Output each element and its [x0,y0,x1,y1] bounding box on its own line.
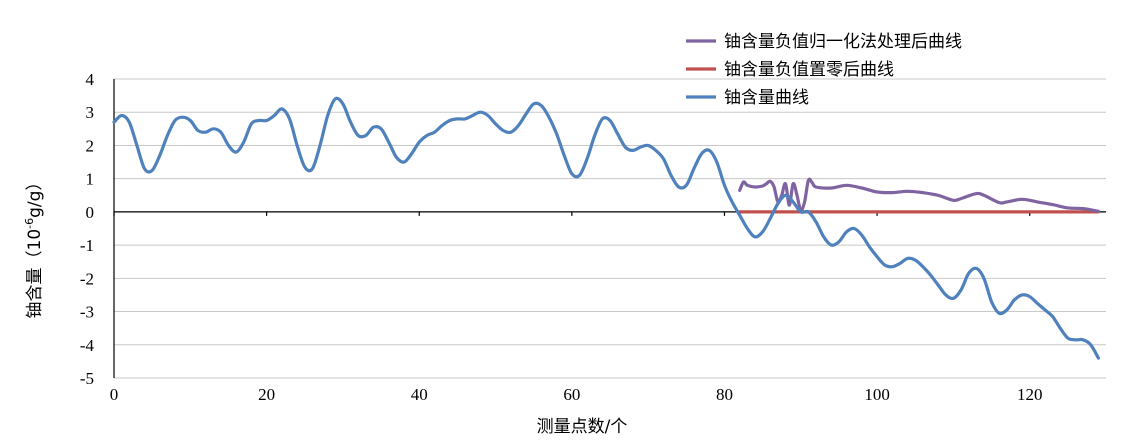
legend-label-0: 铀含量负值归一化法处理后曲线 [724,32,962,52]
x-tick-label: 100 [864,385,890,404]
x-tick-label: 20 [258,385,275,404]
grid-layer [114,78,1106,379]
y-tick-label: 3 [86,103,95,122]
x-tick-label: 80 [716,385,733,404]
y-tick-label: -2 [80,269,94,288]
x-axis-title: 测量点数/个 [537,417,628,437]
y-tick-label: 4 [86,70,95,89]
x-tick-label: 120 [1017,385,1043,404]
y-tick-label: 0 [86,203,95,222]
y-axis-title-unit: g/g） [25,174,45,218]
x-tick-label: 40 [411,385,428,404]
series-layer [112,96,1100,360]
ticks-layer: 4 3 2 1 0 -1 -2 -3 -4 -5 0 20 40 60 80 100 120 [80,70,1043,404]
y-tick-label: -1 [80,236,94,255]
x-tick-label: 0 [110,385,119,404]
axes-layer [113,79,1106,378]
y-tick-label: 1 [86,170,95,189]
y-axis-title: 铀含量（10-6g/g） [23,174,45,319]
y-tick-label: 2 [86,136,95,155]
x-tick-label: 60 [563,385,580,404]
series-line-0 [738,177,1100,213]
y-axis-title-main: 铀含量（10 [25,229,45,319]
legend-label-2: 铀含量曲线 [724,88,809,108]
y-tick-label: -5 [80,369,94,388]
legend-label-1: 铀含量负值置零后曲线 [724,60,894,80]
y-tick-label: -3 [80,303,94,322]
series-line-2 [112,96,1100,360]
y-tick-label: -4 [80,336,95,355]
y-axis-title-exponent: -6 [23,218,36,229]
